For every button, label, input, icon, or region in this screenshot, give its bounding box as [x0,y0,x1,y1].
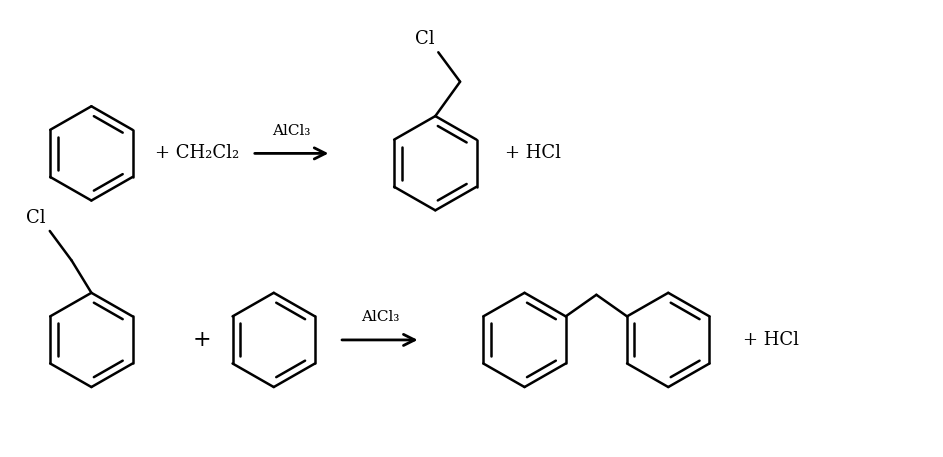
Text: + HCl: + HCl [742,331,799,349]
Text: AlCl₃: AlCl₃ [360,310,399,324]
Text: AlCl₃: AlCl₃ [273,124,311,138]
Text: +: + [193,329,212,351]
Text: Cl: Cl [415,30,435,48]
Text: + HCl: + HCl [505,144,561,162]
Text: + CH₂Cl₂: + CH₂Cl₂ [155,144,240,162]
Text: Cl: Cl [26,209,46,227]
